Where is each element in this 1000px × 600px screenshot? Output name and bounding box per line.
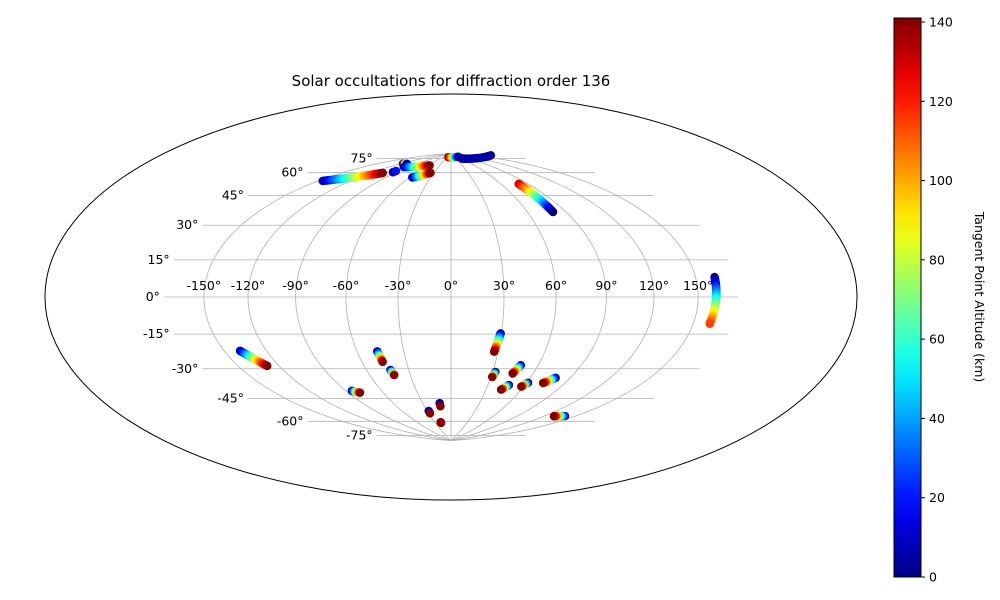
latitude-tick-label: -45° [217, 391, 244, 406]
track-point [487, 372, 497, 382]
occultation-track [318, 168, 388, 186]
track-point [549, 411, 559, 421]
track-point [538, 378, 548, 388]
occultation-track [399, 161, 434, 172]
colorbar-label: Tangent Point Altitude (km) [972, 211, 987, 383]
track-point [262, 361, 272, 371]
colorbar-ticks: 0 20 40 60 80 100 120 140 [921, 15, 953, 585]
colorbar-tick-label: 100 [929, 173, 953, 188]
track-point [436, 401, 445, 411]
colorbar-tick-label: 20 [929, 490, 945, 505]
occultation-track [705, 272, 721, 328]
track-point [489, 347, 499, 356]
occultation-track [538, 373, 560, 388]
track-point [378, 168, 388, 178]
colorbar-tick-label: 40 [929, 411, 945, 426]
longitude-tick-labels: -150° -120° -90° -60° -30° 0° 30° 60° 90° 120° 150… [186, 278, 713, 293]
occultation-track [388, 166, 401, 177]
colorbar-tick-label: 80 [929, 252, 945, 267]
occultation-track [386, 365, 399, 380]
colorbar: 0 20 40 60 80 100 120 140 Tangent Point Altitud… [893, 15, 987, 585]
track-point [705, 319, 715, 328]
chart-title: Solar occultations for diffraction order… [292, 72, 611, 90]
occultation-track [457, 150, 496, 163]
occultation-track [347, 386, 365, 397]
longitude-tick-label: -150° [186, 278, 221, 293]
track-point [389, 370, 399, 380]
latitude-tick-label: 30° [176, 217, 198, 232]
occultation-track [517, 378, 533, 391]
colorbar-gradient [893, 17, 922, 578]
longitude-tick-label: -90° [282, 278, 309, 293]
latitude-tick-label: 75° [351, 150, 373, 165]
track-point [425, 161, 434, 170]
occultation-track [496, 380, 514, 394]
occultation-track [435, 398, 445, 411]
track-point [355, 388, 365, 397]
map-outline [44, 93, 858, 501]
longitude-tick-label: -30° [385, 278, 412, 293]
occultation-track [408, 168, 435, 182]
colorbar-tick-label: 60 [929, 332, 945, 347]
track-point [496, 385, 506, 394]
longitude-tick-label: 30° [493, 278, 515, 293]
track-point [378, 357, 387, 367]
longitude-tick-label: -120° [231, 278, 266, 293]
occultation-track [487, 367, 500, 382]
track-point [517, 382, 526, 391]
longitude-tick-label: 0° [444, 278, 458, 293]
track-point [486, 150, 496, 160]
colorbar-tick-label: 0 [929, 570, 937, 585]
track-point [548, 207, 558, 217]
longitude-tick-label: 150° [683, 278, 713, 293]
track-point [508, 369, 517, 378]
map-grid [163, 153, 739, 441]
longitude-tick-label: -60° [333, 278, 360, 293]
latitude-tick-label: 60° [281, 165, 303, 180]
latitude-tick-label: -15° [143, 326, 170, 341]
occultation-track [489, 329, 505, 356]
latitude-tick-labels: 75° 60° 45° 30° 15° 0° -15° -30° -45° -60° -75° [143, 150, 373, 442]
latitude-tick-label: -60° [277, 413, 304, 428]
occultation-track [514, 179, 558, 217]
track-point [425, 408, 435, 418]
latitude-tick-label: -75° [346, 428, 373, 443]
occultation-track [424, 406, 435, 418]
longitude-tick-label: 60° [545, 278, 567, 293]
occultation-tracks [235, 150, 721, 428]
latitude-tick-label: 45° [222, 188, 244, 203]
latitude-tick-label: -30° [172, 361, 199, 376]
track-point [426, 168, 435, 178]
longitude-tick-label: 90° [595, 278, 617, 293]
occultation-track [436, 417, 446, 428]
occultation-track [508, 360, 526, 378]
colorbar-tick-label: 140 [929, 15, 953, 30]
colorbar-tick-label: 120 [929, 94, 953, 109]
track-point [436, 418, 446, 428]
occultation-track [549, 411, 570, 421]
longitude-tick-label: 120° [639, 278, 669, 293]
latitude-tick-label: 15° [148, 252, 170, 267]
occultation-track [372, 347, 387, 367]
latitude-tick-label: 0° [146, 289, 160, 304]
track-point [391, 166, 401, 176]
occultation-track [235, 346, 272, 371]
